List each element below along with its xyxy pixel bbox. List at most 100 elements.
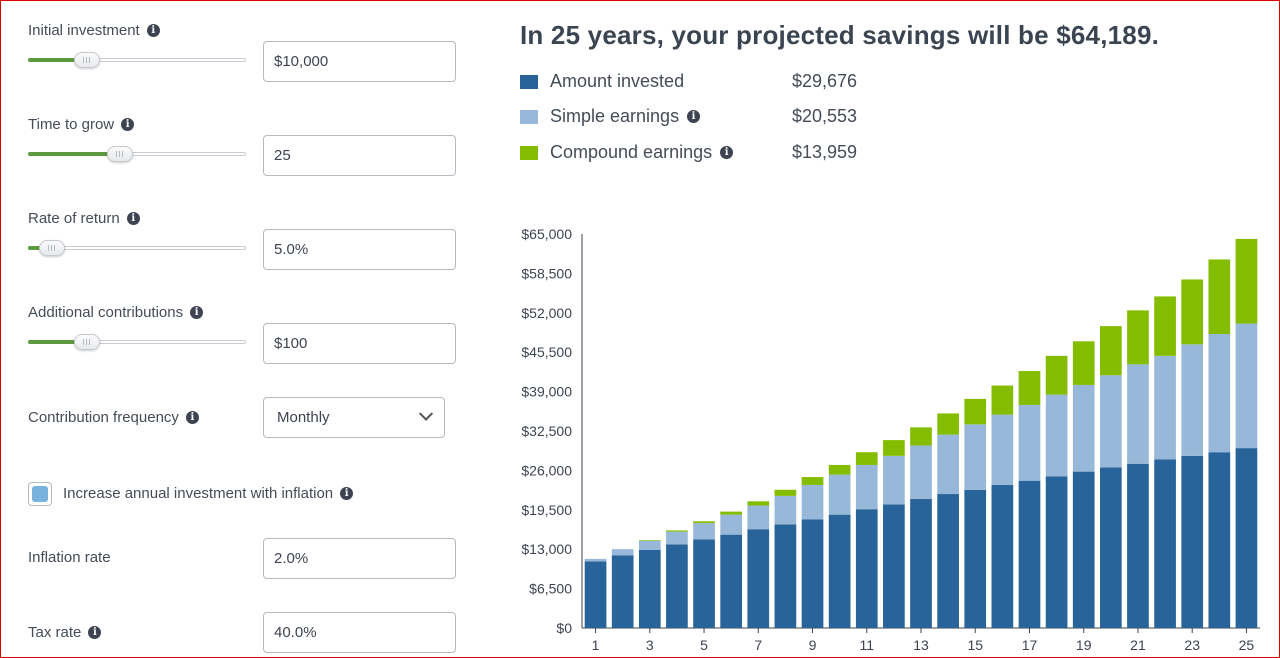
bar-segment-simple-earnings <box>1099 375 1122 468</box>
inflation-checkbox-label: Increase annual investment with inflatio… <box>63 485 354 502</box>
bar-segment-compound-earnings <box>638 540 661 541</box>
info-icon[interactable]: i <box>88 626 102 639</box>
bar-segment-amount-invested <box>801 519 824 628</box>
bar-segment-amount-invested <box>1181 455 1204 628</box>
bar-segment-compound-earnings <box>747 501 770 506</box>
x-tick-label: 15 <box>967 637 983 653</box>
y-tick-label: $19,500 <box>521 502 572 518</box>
time-to-grow-input[interactable]: 25 <box>263 135 456 176</box>
bar-segment-compound-earnings <box>666 530 688 532</box>
bar-segment-compound-earnings <box>1045 355 1068 395</box>
bar-segment-compound-earnings <box>991 385 1014 415</box>
contribution-frequency-value: Monthly <box>277 409 330 426</box>
info-icon[interactable]: i <box>190 306 204 319</box>
y-tick-label: $52,000 <box>521 305 572 321</box>
inflation-rate-input[interactable]: 2.0% <box>263 538 456 579</box>
slider-fill <box>28 58 87 62</box>
slider-fill <box>28 152 120 156</box>
bar-segment-simple-earnings <box>1154 355 1176 460</box>
projection-headline: In 25 years, your projected savings will… <box>520 20 1160 50</box>
bar-segment-compound-earnings <box>910 427 932 446</box>
additional-contributions-slider[interactable] <box>28 332 246 352</box>
legend-swatch <box>520 109 538 124</box>
bar-segment-simple-earnings <box>693 523 715 540</box>
bar-segment-simple-earnings <box>638 540 661 550</box>
y-tick-label: $6,500 <box>529 581 572 597</box>
info-icon[interactable]: i <box>146 24 160 37</box>
initial-investment-input[interactable]: $10,000 <box>263 41 456 82</box>
y-tick-label: $58,500 <box>521 265 572 281</box>
info-icon[interactable]: i <box>340 487 354 500</box>
y-tick-label: $13,000 <box>521 541 572 557</box>
legend-amount: $29,676 <box>792 71 858 91</box>
x-tick-label: 21 <box>1130 637 1146 653</box>
bar-segment-amount-invested <box>666 544 688 628</box>
tax-rate-input[interactable]: 40.0% <box>263 612 456 653</box>
bar-segment-amount-invested <box>1045 476 1068 628</box>
contribution-frequency-select[interactable]: Monthly <box>263 397 445 438</box>
legend-label: Simple earnings <box>550 106 680 126</box>
rate-of-return-slider[interactable] <box>28 238 246 258</box>
y-tick-label: $0 <box>556 620 572 636</box>
legend-amount: $20,553 <box>792 106 858 126</box>
bar-segment-amount-invested <box>937 494 959 628</box>
y-tick-label: $45,500 <box>521 344 572 360</box>
bar-segment-compound-earnings <box>937 413 959 435</box>
time-to-grow-slider[interactable] <box>28 144 246 164</box>
bar-segment-compound-earnings <box>774 489 797 496</box>
x-tick-label: 7 <box>754 637 762 653</box>
info-icon[interactable]: i <box>185 411 199 424</box>
bar-segment-compound-earnings <box>1127 310 1149 365</box>
bar-segment-simple-earnings <box>1127 364 1149 464</box>
bar-segment-compound-earnings <box>855 452 878 465</box>
rate-of-return-input[interactable]: 5.0% <box>263 229 456 270</box>
info-icon[interactable]: i <box>121 118 135 131</box>
info-icon[interactable]: i <box>687 110 701 123</box>
initial-investment-slider[interactable] <box>28 50 246 70</box>
info-icon[interactable]: i <box>720 146 734 159</box>
bar-segment-amount-invested <box>1018 480 1041 628</box>
additional-contributions-input[interactable]: $100 <box>263 323 456 364</box>
x-tick-label: 11 <box>859 637 874 653</box>
bar-segment-amount-invested <box>1235 448 1258 628</box>
legend-label: Amount invested <box>550 71 685 91</box>
y-tick-label: $65,000 <box>521 226 572 242</box>
legend-swatch <box>520 74 538 89</box>
legend-item-compound-earnings: Compound earnings i $13,959 <box>520 142 857 163</box>
bar-segment-compound-earnings <box>1235 238 1258 324</box>
bar-segment-compound-earnings <box>1099 326 1122 376</box>
bar-segment-simple-earnings <box>964 424 987 490</box>
contribution-frequency-label: Contribution frequency i <box>28 409 199 426</box>
tax-rate-label: Tax rate i <box>28 624 102 641</box>
bar-segment-amount-invested <box>638 549 661 628</box>
y-tick-label: $26,000 <box>521 462 572 478</box>
slider-thumb[interactable] <box>38 240 65 256</box>
info-icon[interactable]: i <box>126 212 140 225</box>
x-tick-label: 1 <box>592 637 600 653</box>
x-tick-label: 9 <box>809 637 817 653</box>
x-tick-label: 25 <box>1239 637 1255 653</box>
bar-segment-simple-earnings <box>1208 334 1231 453</box>
bar-segment-amount-invested <box>1127 463 1149 628</box>
bar-segment-simple-earnings <box>991 414 1014 485</box>
slider-thumb[interactable] <box>73 334 100 350</box>
bar-segment-amount-invested <box>611 555 634 628</box>
bar-segment-amount-invested <box>828 514 851 628</box>
bar-segment-compound-earnings <box>1181 279 1204 345</box>
x-tick-label: 3 <box>646 637 654 653</box>
bar-segment-simple-earnings <box>1235 323 1258 449</box>
slider-thumb[interactable] <box>106 146 133 162</box>
bar-segment-amount-invested <box>584 561 607 628</box>
slider-thumb[interactable] <box>73 52 100 68</box>
bar-segment-simple-earnings <box>720 514 743 535</box>
x-tick-label: 23 <box>1184 637 1200 653</box>
bar-segment-amount-invested <box>720 534 743 628</box>
bar-segment-amount-invested <box>1099 467 1122 628</box>
inflation-rate-label: Inflation rate <box>28 549 111 566</box>
x-tick-label: 5 <box>700 637 708 653</box>
bar-segment-compound-earnings <box>693 521 715 524</box>
inflation-checkbox[interactable] <box>28 482 52 506</box>
bar-segment-amount-invested <box>883 504 905 628</box>
legend-item-simple-earnings: Simple earnings i $20,553 <box>520 106 857 127</box>
bar-segment-simple-earnings <box>666 531 688 545</box>
